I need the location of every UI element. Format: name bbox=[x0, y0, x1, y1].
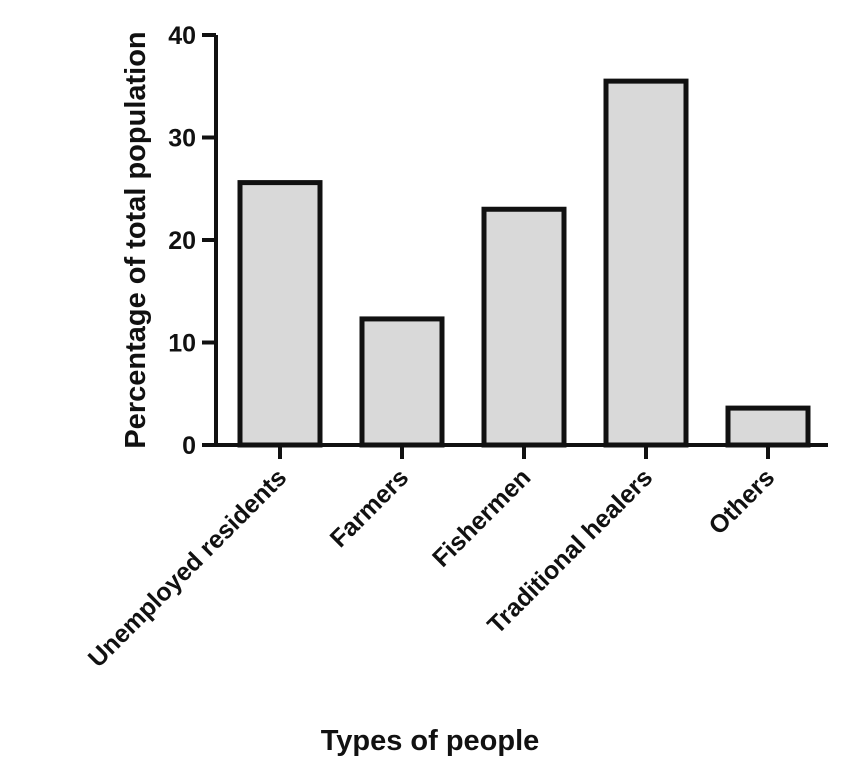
bar-others bbox=[725, 405, 811, 448]
x-axis-label: Types of people bbox=[321, 725, 540, 757]
y-axis-label: Percentage of total population bbox=[120, 31, 152, 448]
bar-fishermen bbox=[481, 206, 567, 448]
y-tick-label: 10 bbox=[168, 330, 196, 358]
x-tick-label-farmers: Farmers bbox=[325, 463, 415, 553]
x-tick-label-others: Others bbox=[703, 463, 780, 540]
y-tick-label: 20 bbox=[168, 227, 196, 255]
bar-traditional-healers bbox=[603, 78, 689, 448]
x-tick-label-unemployed-residents: Unemployed residents bbox=[83, 463, 292, 672]
y-ticks: 0 10 20 30 40 bbox=[168, 22, 216, 460]
x-ticks: Unemployed residents Farmers FishermenTrad… bbox=[83, 445, 780, 673]
x-tick-label-fishermen: Fishermen bbox=[427, 463, 536, 572]
bar-farmers bbox=[359, 316, 445, 448]
y-tick-label: 40 bbox=[168, 22, 196, 50]
bars bbox=[237, 78, 811, 448]
y-tick-label: 0 bbox=[182, 432, 196, 460]
bar-unemployed-residents bbox=[237, 180, 323, 448]
y-tick-label: 30 bbox=[168, 125, 196, 153]
